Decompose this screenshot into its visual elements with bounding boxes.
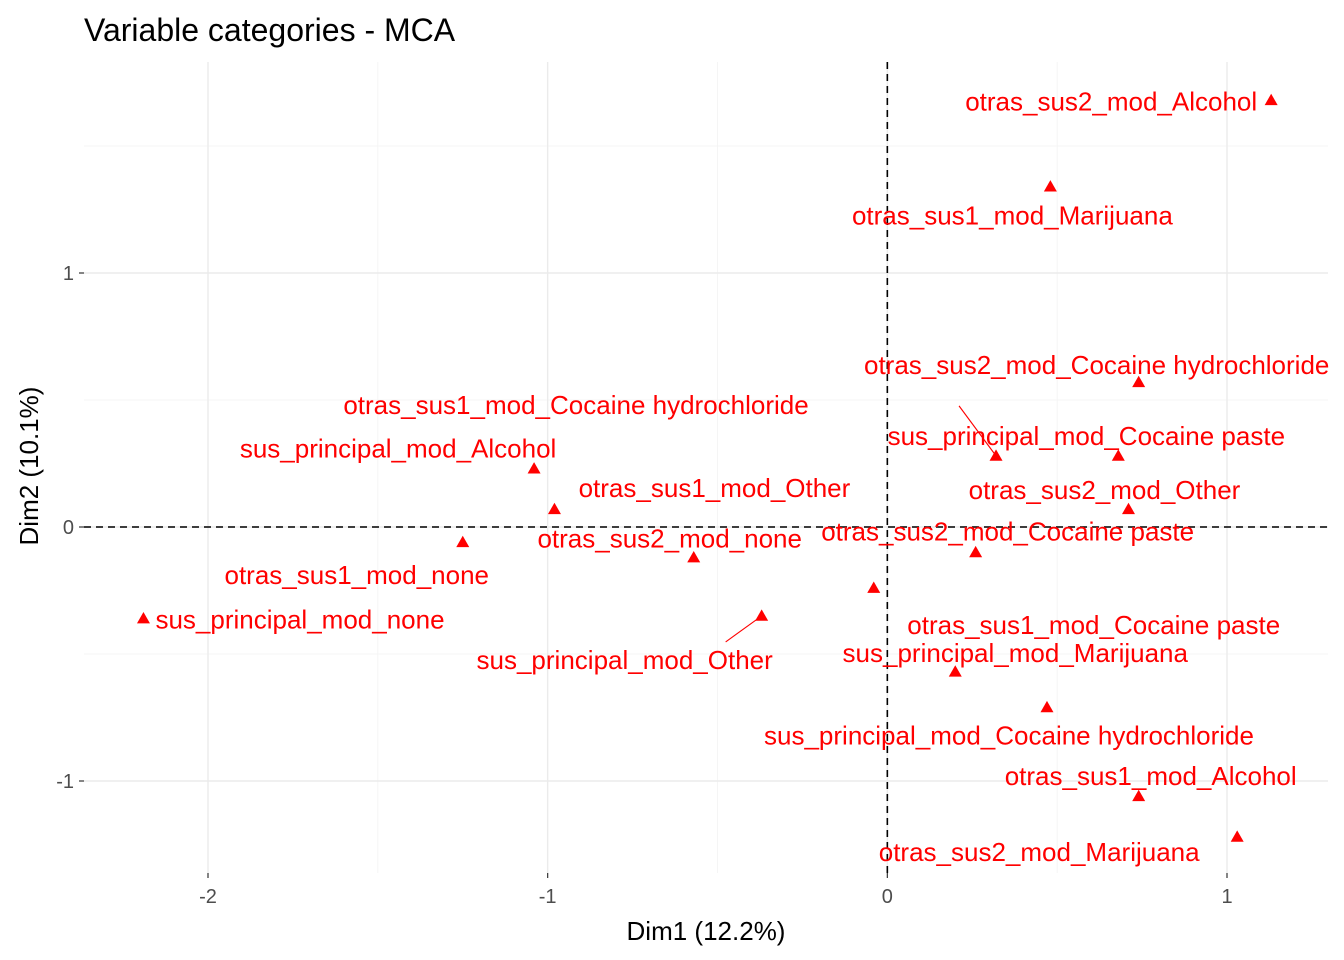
- data-point-marker: [989, 449, 1003, 461]
- data-point-marker: [969, 545, 983, 558]
- data-point-marker: [136, 611, 150, 624]
- point-label: otras_sus2_mod_none: [537, 523, 802, 553]
- point-label: sus_principal_mod_Cocaine paste: [888, 421, 1285, 451]
- data-point-marker: [1264, 93, 1278, 106]
- point-label: sus_principal_mod_none: [155, 604, 444, 634]
- point-label: sus_principal_mod_Cocaine hydrochloride: [764, 720, 1254, 750]
- x-tick-label: 0: [882, 886, 893, 908]
- point-label: otras_sus1_mod_Cocaine paste: [907, 610, 1280, 640]
- data-point-marker: [456, 535, 470, 548]
- y-axis-title: Dim2 (10.1%): [14, 387, 44, 546]
- data-point-marker: [547, 502, 561, 515]
- x-axis-title: Dim1 (12.2%): [627, 916, 786, 946]
- data-point-marker: [527, 462, 541, 474]
- x-tick-label: 1: [1221, 886, 1232, 908]
- x-tick-label: -1: [539, 886, 557, 908]
- point-label: otras_sus1_mod_Marijuana: [852, 201, 1173, 231]
- data-point-marker: [1132, 789, 1146, 802]
- point-label: otras_sus1_mod_none: [224, 560, 489, 590]
- point-label: otras_sus2_mod_Marijuana: [879, 837, 1200, 867]
- point-labels: otras_sus2_mod_Alcohol otras_sus1_mod_Mar…: [155, 86, 1329, 867]
- y-tick-label: 1: [63, 263, 74, 285]
- plot-grid: [84, 62, 1328, 873]
- point-label: sus_principal_mod_Other: [477, 645, 774, 675]
- y-axis-ticks: -1 0 1: [56, 263, 84, 793]
- data-point-marker: [1111, 449, 1125, 461]
- label-connector-line: [958, 405, 997, 457]
- data-point-marker: [1043, 180, 1057, 192]
- data-point-marker: [755, 609, 769, 621]
- point-label: otras_sus1_mod_Alcohol: [1005, 761, 1297, 791]
- data-point-marker: [1121, 502, 1135, 515]
- data-point-marker: [687, 550, 701, 563]
- point-label: otras_sus2_mod_Cocaine hydrochloride: [864, 350, 1329, 380]
- chart-title: Variable categories - MCA: [84, 12, 456, 48]
- data-point-marker: [1230, 830, 1244, 842]
- point-label: otras_sus2_mod_Cocaine paste: [821, 516, 1194, 546]
- point-label: sus_principal_mod_Marijuana: [843, 638, 1189, 668]
- y-tick-label: -1: [56, 771, 74, 793]
- point-label: otras_sus2_mod_Alcohol: [965, 86, 1257, 116]
- point-label: otras_sus2_mod_Other: [969, 475, 1241, 505]
- data-points: [136, 93, 1278, 842]
- y-tick-label: 0: [63, 517, 74, 539]
- data-point-marker: [867, 581, 881, 593]
- point-label: sus_principal_mod_Alcohol: [240, 434, 557, 464]
- point-label: otras_sus1_mod_Other: [579, 473, 851, 503]
- data-point-marker: [948, 665, 962, 677]
- x-axis-ticks: -2 -1 0 1: [199, 873, 1233, 908]
- x-tick-label: -2: [199, 886, 217, 908]
- data-point-marker: [1040, 700, 1054, 713]
- point-label: otras_sus1_mod_Cocaine hydrochloride: [343, 390, 808, 420]
- data-point-marker: [1132, 375, 1146, 388]
- reference-lines: [84, 62, 1328, 873]
